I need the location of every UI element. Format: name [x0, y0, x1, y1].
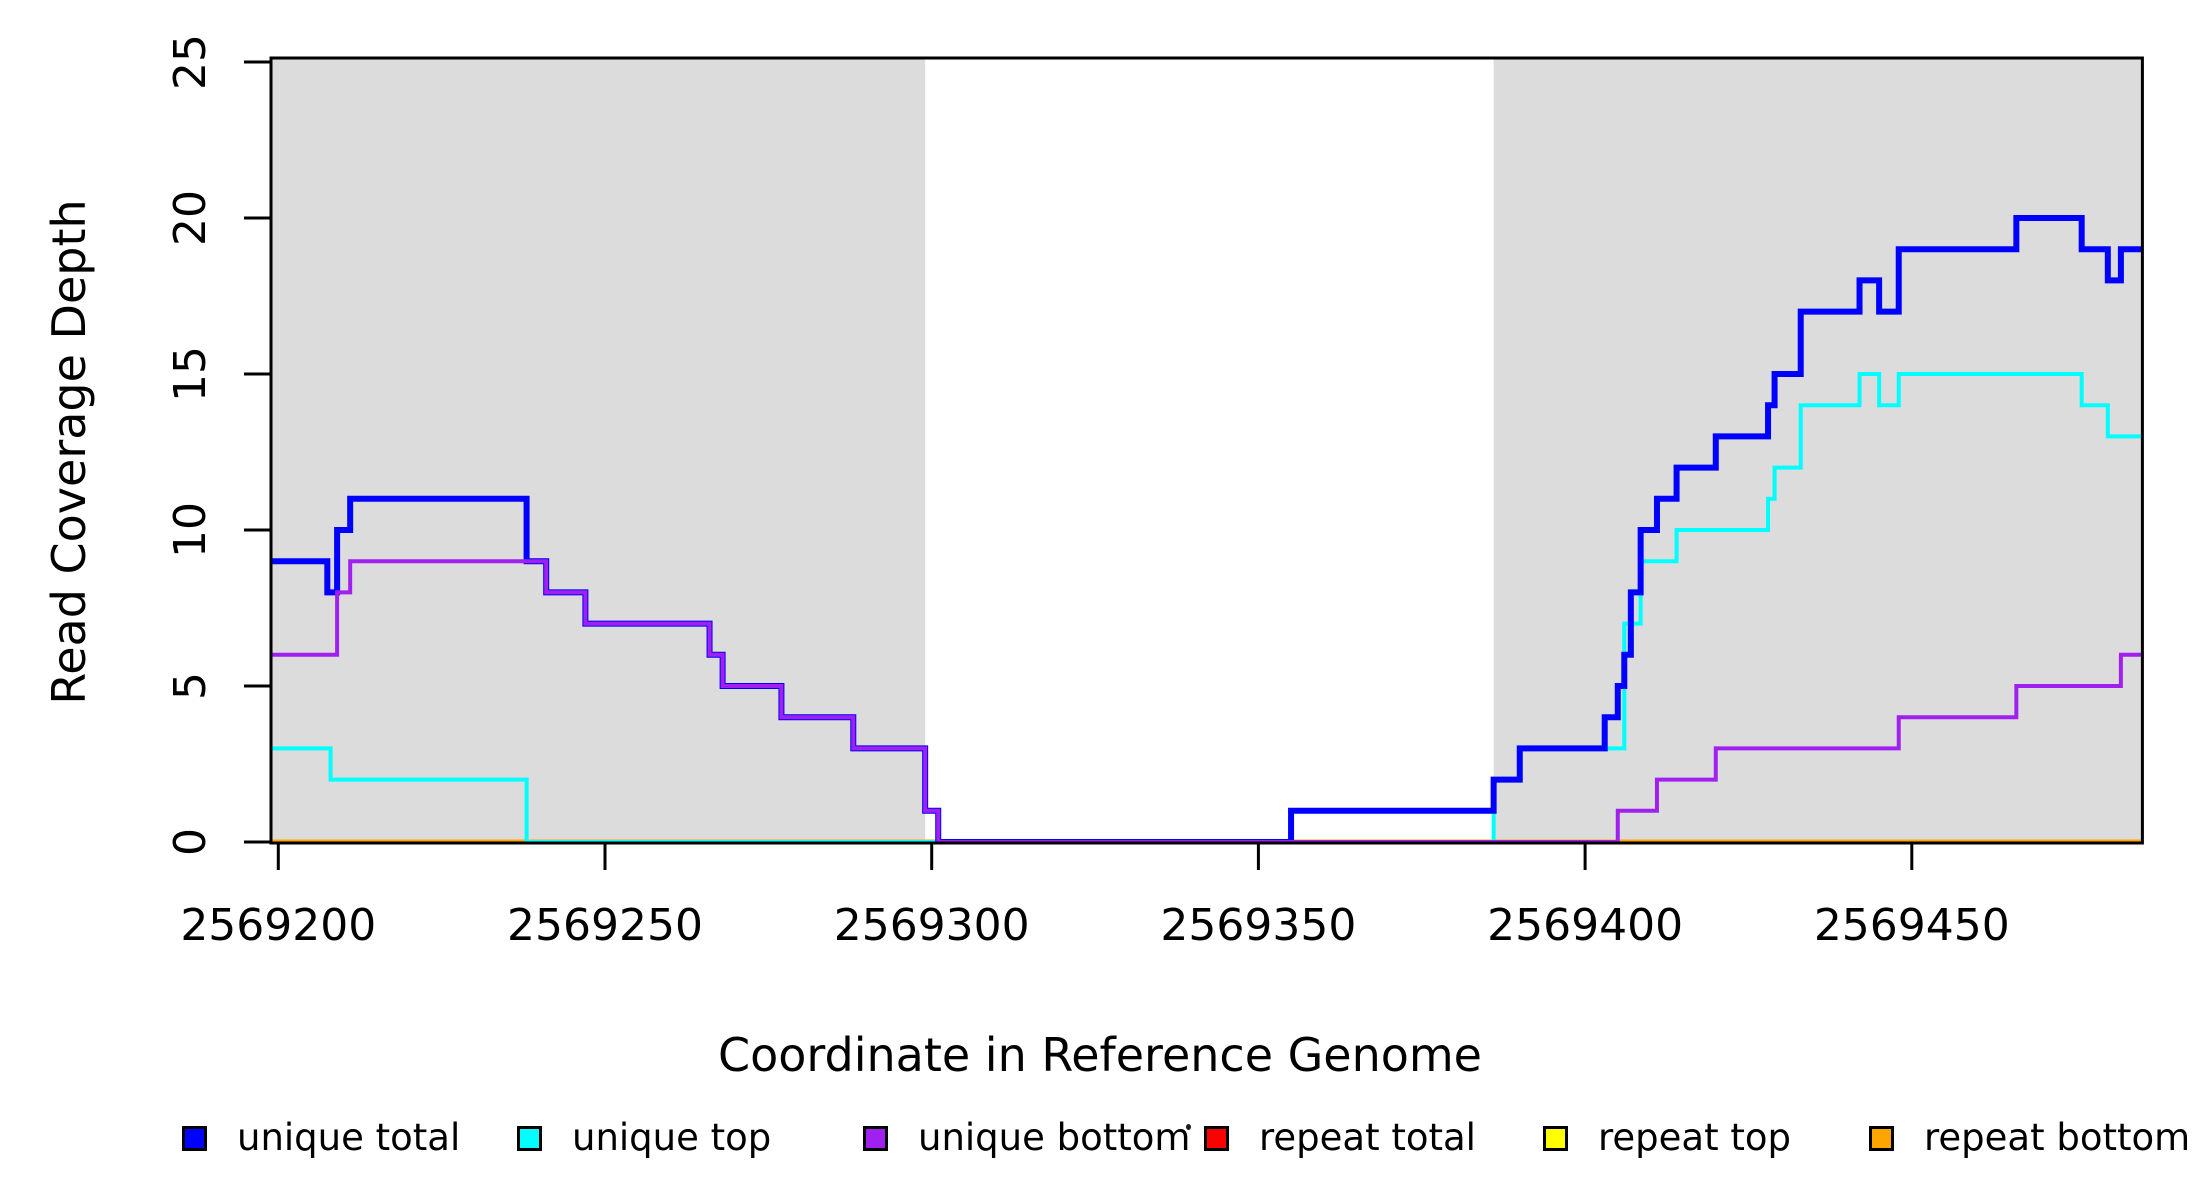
left-gray-region	[271, 58, 926, 843]
legend-item-unique-bottom: unique bottom	[863, 1118, 1190, 1158]
y-tick-label: 5	[165, 672, 216, 700]
y-axis-title: Read Coverage Depth	[42, 199, 96, 705]
y-tick-label: 25	[165, 34, 216, 90]
y-tick-label: 15	[165, 346, 216, 402]
right-gray-region	[1493, 58, 2143, 843]
series-line-unique-bottom	[271, 559, 2143, 843]
x-tick-label: 2569250	[507, 900, 703, 951]
legend-swatch-icon	[863, 1125, 888, 1151]
x-tick-label: 2569200	[180, 900, 376, 951]
legend-label: repeat bottom	[1924, 1116, 2191, 1159]
x-tick-label: 2569450	[1814, 900, 2010, 951]
legend-item-unique-total: unique total	[182, 1118, 460, 1158]
x-tick-label: 2569300	[834, 900, 1030, 951]
stray-dot-icon	[1186, 1124, 1191, 1130]
legend-label: repeat top	[1598, 1116, 1791, 1159]
y-tick-label: 0	[165, 828, 216, 856]
legend-label: unique bottom	[918, 1116, 1191, 1159]
legend-swatch-icon	[182, 1125, 207, 1151]
legend-swatch-icon	[1869, 1125, 1894, 1151]
y-tick-label: 10	[165, 502, 216, 558]
legend-swatch-icon	[1543, 1125, 1568, 1151]
legend-label: repeat total	[1259, 1116, 1476, 1159]
y-tick-label: 20	[165, 190, 216, 246]
plot-box	[269, 56, 2144, 845]
legend-item-repeat-top: repeat top	[1543, 1118, 1791, 1158]
legend-swatch-icon	[517, 1125, 542, 1151]
legend-item-repeat-bottom: repeat bottom	[1869, 1118, 2190, 1158]
legend-label: unique total	[237, 1116, 461, 1159]
legend-item-repeat-total: repeat total	[1204, 1118, 1476, 1158]
x-axis-title: Coordinate in Reference Genome	[718, 1028, 1482, 1082]
legend-swatch-icon	[1204, 1125, 1229, 1151]
x-tick-label: 2569350	[1160, 900, 1356, 951]
x-tick-label: 2569400	[1487, 900, 1683, 951]
legend: unique total unique top unique bottom repea…	[0, 1118, 2200, 1178]
series-line-unique-top	[271, 372, 2143, 843]
legend-label: unique top	[572, 1116, 772, 1159]
legend-item-unique-top: unique top	[517, 1118, 771, 1158]
